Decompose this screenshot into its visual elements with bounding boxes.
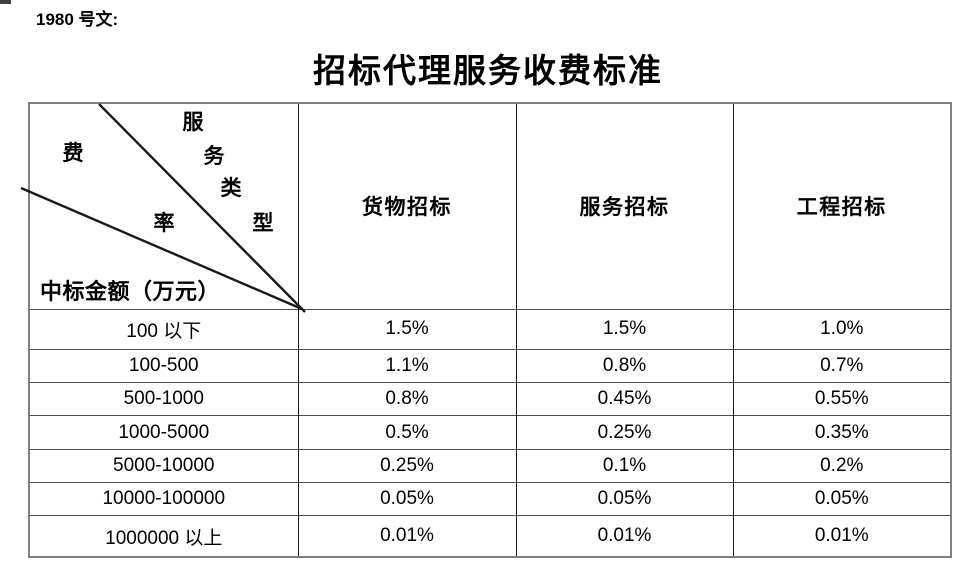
row-range: 100 以下: [29, 308, 298, 350]
fee-char: 费: [62, 141, 84, 165]
cell-services: 0.05%: [515, 481, 733, 516]
cell-services: 0.1%: [515, 448, 733, 483]
cell-works: 1.0%: [732, 308, 951, 350]
table-row: 500-1000 0.8% 0.45% 0.55%: [29, 382, 951, 416]
diagonal-line-upper: [98, 103, 306, 313]
corner-mark: [0, 0, 11, 4]
diagonal-lines: [20, 103, 306, 313]
row-range: 1000-5000: [29, 415, 298, 450]
cell-services: 0.25%: [515, 415, 733, 450]
table-row: 1000000 以上 0.01% 0.01% 0.01%: [29, 515, 951, 557]
cell-services: 0.01%: [515, 515, 733, 557]
amount-axis-label: 中标金额（万元）: [40, 279, 221, 304]
column-header-goods: 货物招标: [297, 103, 516, 309]
cell-goods: 0.8%: [297, 382, 516, 416]
row-range: 1000000 以上: [29, 515, 298, 557]
cell-goods: 0.05%: [297, 481, 516, 516]
cell-goods: 0.5%: [297, 415, 516, 450]
row-range: 10000-100000: [29, 481, 298, 516]
cell-services: 0.45%: [515, 382, 733, 416]
service-type-char-4: 型: [252, 211, 274, 235]
cell-works: 0.2%: [732, 448, 951, 483]
cell-works: 0.05%: [732, 481, 951, 516]
row-range: 500-1000: [29, 382, 298, 416]
cell-works: 0.55%: [732, 382, 951, 416]
service-type-char-2: 务: [203, 144, 225, 168]
table-row: 100-500 1.1% 0.8% 0.7%: [29, 348, 951, 383]
diagonal-line-lower: [20, 186, 303, 311]
row-range: 5000-10000: [29, 448, 298, 483]
cell-goods: 0.01%: [297, 515, 516, 557]
cell-services: 1.5%: [515, 308, 733, 350]
cell-works: 0.7%: [732, 348, 951, 383]
table-row: 5000-10000 0.25% 0.1% 0.2%: [29, 448, 951, 483]
cell-works: 0.35%: [732, 415, 951, 450]
column-header-works: 工程招标: [732, 103, 951, 309]
cell-goods: 0.25%: [297, 448, 516, 483]
page-title: 招标代理服务收费标准: [313, 54, 663, 90]
header-row: 费 率 服 务 类 型 中标金额（万元） 货物招标 服务招标 工程招标: [20, 103, 951, 313]
diagonal-corner-cell: 费 率 服 务 类 型 中标金额（万元）: [20, 103, 306, 313]
cell-works: 0.01%: [732, 515, 951, 557]
service-type-char-1: 服: [182, 110, 204, 134]
cell-goods: 1.1%: [297, 348, 516, 383]
row-range: 100-500: [29, 348, 298, 383]
cell-services: 0.8%: [515, 348, 733, 383]
service-type-char-3: 类: [220, 176, 242, 200]
table-row: 10000-100000 0.05% 0.05% 0.05%: [29, 481, 951, 516]
table-row: 100 以下 1.5% 1.5% 1.0%: [29, 308, 951, 350]
table-row: 1000-5000 0.5% 0.25% 0.35%: [29, 415, 951, 450]
cell-goods: 1.5%: [297, 308, 516, 350]
rate-char: 率: [153, 211, 175, 235]
doc-number-label: 1980 号文:: [36, 10, 119, 29]
fee-standard-table: 费 率 服 务 类 型 中标金额（万元） 货物招标 服务招标 工程招标 100 …: [20, 102, 952, 558]
column-header-services: 服务招标: [515, 103, 733, 309]
